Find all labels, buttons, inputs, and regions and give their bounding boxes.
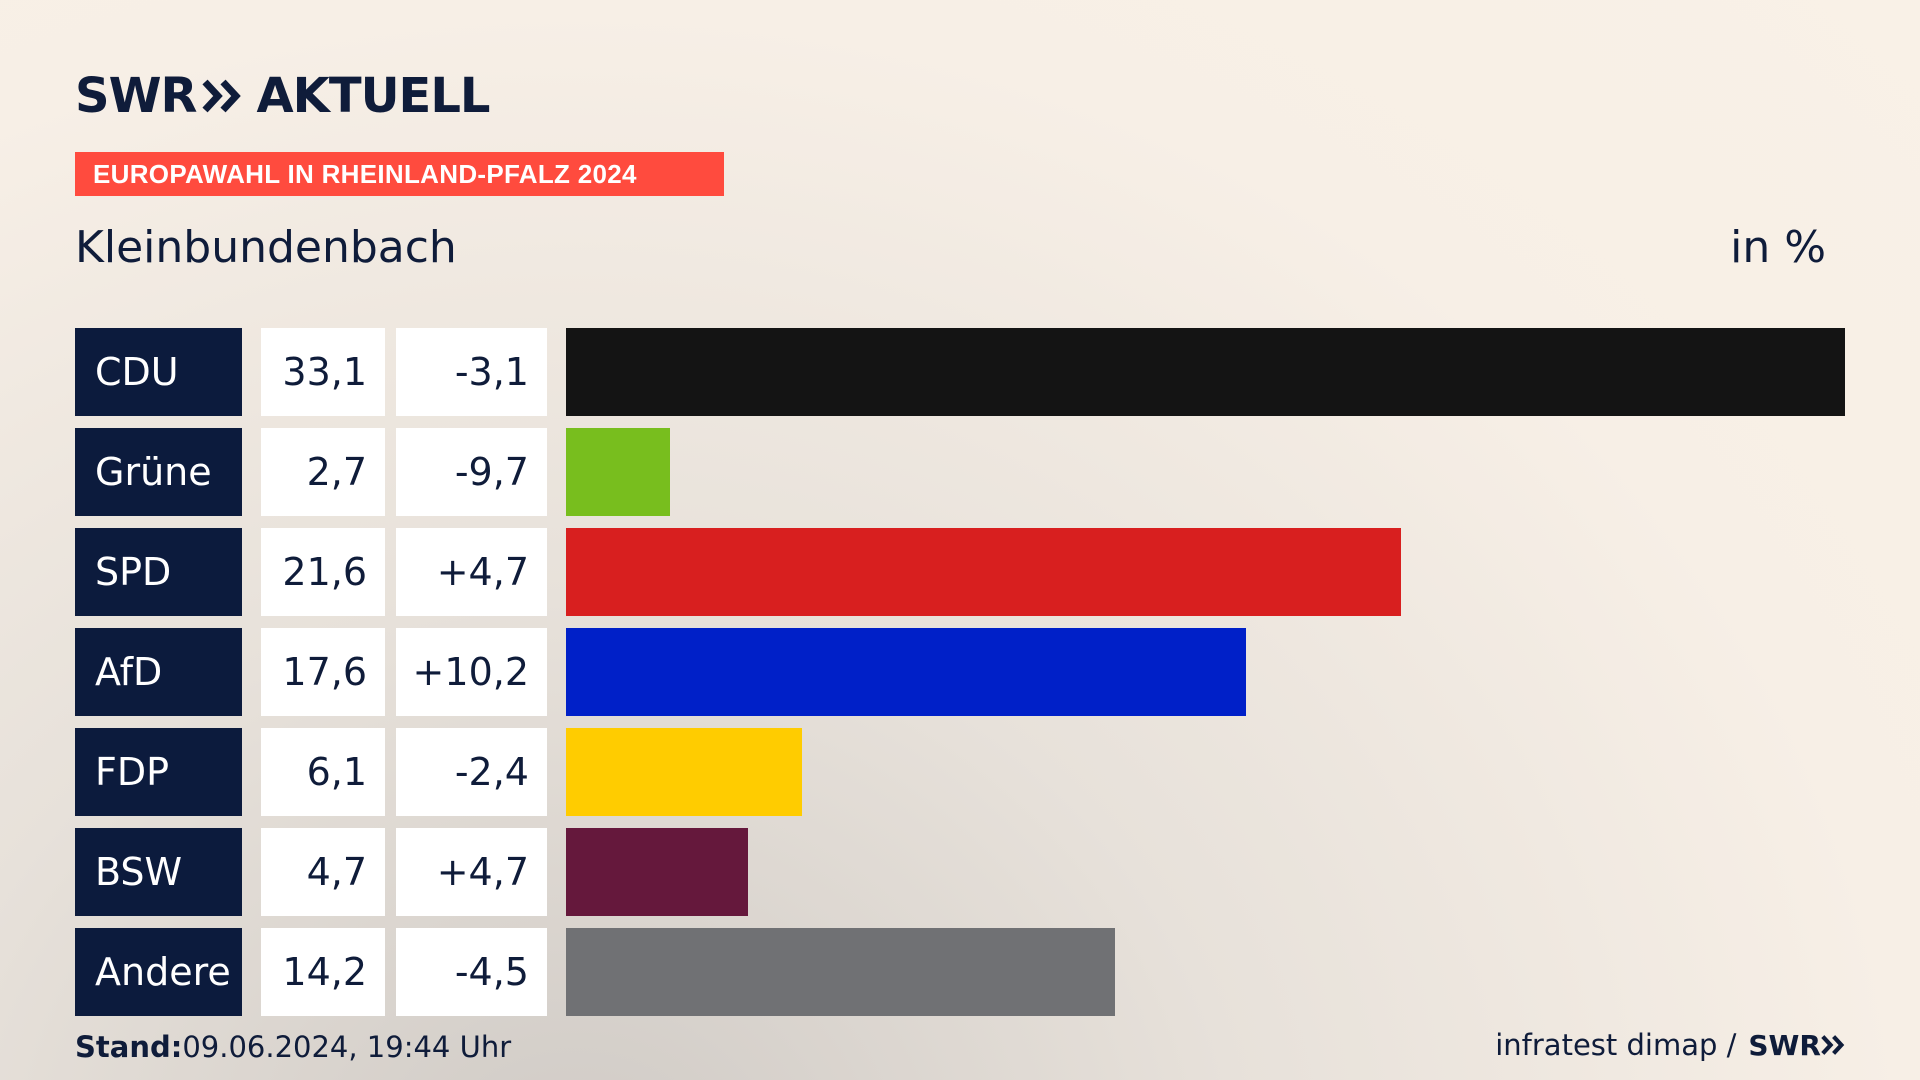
stand-label: Stand:: [75, 1030, 183, 1064]
stand-value: 09.06.2024, 19:44 Uhr: [182, 1030, 512, 1064]
double-chevron-small-icon: [1821, 1035, 1845, 1055]
logo-swr-text: SWR: [75, 68, 197, 124]
diff-value: -2,4: [396, 728, 547, 816]
chart-row: BSW 4,7 +4,7: [75, 828, 1845, 916]
diff-value: +10,2: [396, 628, 547, 716]
party-label: Andere: [75, 928, 242, 1016]
share-value: 6,1: [261, 728, 385, 816]
chart-row: CDU 33,1 -3,1: [75, 328, 1845, 416]
party-label: Grüne: [75, 428, 242, 516]
chart-row: AfD 17,6 +10,2: [75, 628, 1845, 716]
timestamp: Stand:09.06.2024, 19:44 Uhr: [75, 1030, 511, 1064]
bar: [566, 628, 1246, 716]
swr-aktuell-logo: SWR AKTUELL: [75, 66, 491, 126]
source-credit: infratest dimap / SWR: [1495, 1028, 1845, 1062]
party-label: SPD: [75, 528, 242, 616]
bar: [566, 328, 1845, 416]
unit-label: in %: [1730, 222, 1826, 273]
chart-row: Grüne 2,7 -9,7: [75, 428, 1845, 516]
share-value: 4,7: [261, 828, 385, 916]
share-value: 17,6: [261, 628, 385, 716]
chart-row: Andere 14,2 -4,5: [75, 928, 1845, 1016]
party-label: AfD: [75, 628, 242, 716]
diff-value: -3,1: [396, 328, 547, 416]
share-value: 21,6: [261, 528, 385, 616]
party-label: BSW: [75, 828, 242, 916]
diff-value: -4,5: [396, 928, 547, 1016]
source-text: infratest dimap /: [1495, 1028, 1737, 1062]
bar: [566, 828, 748, 916]
chart-row: SPD 21,6 +4,7: [75, 528, 1845, 616]
share-value: 14,2: [261, 928, 385, 1016]
chart-subtitle: Kleinbundenbach: [75, 222, 457, 273]
diff-value: +4,7: [396, 528, 547, 616]
swr-footer-text: SWR: [1748, 1028, 1821, 1062]
party-label: FDP: [75, 728, 242, 816]
election-banner: EUROPAWAHL IN RHEINLAND-PFALZ 2024: [75, 152, 724, 196]
bar: [566, 928, 1115, 1016]
bar: [566, 728, 802, 816]
bar: [566, 428, 670, 516]
double-chevron-icon: [202, 78, 242, 114]
logo-aktuell-text: AKTUELL: [256, 68, 490, 124]
share-value: 2,7: [261, 428, 385, 516]
bar: [566, 528, 1401, 616]
party-label: CDU: [75, 328, 242, 416]
diff-value: +4,7: [396, 828, 547, 916]
swr-footer-logo: SWR: [1748, 1029, 1845, 1062]
results-chart: CDU 33,1 -3,1 Grüne 2,7 -9,7 SPD 21,6 +4,7 AfD 17,…: [75, 328, 1845, 1028]
chart-row: FDP 6,1 -2,4: [75, 728, 1845, 816]
diff-value: -9,7: [396, 428, 547, 516]
share-value: 33,1: [261, 328, 385, 416]
